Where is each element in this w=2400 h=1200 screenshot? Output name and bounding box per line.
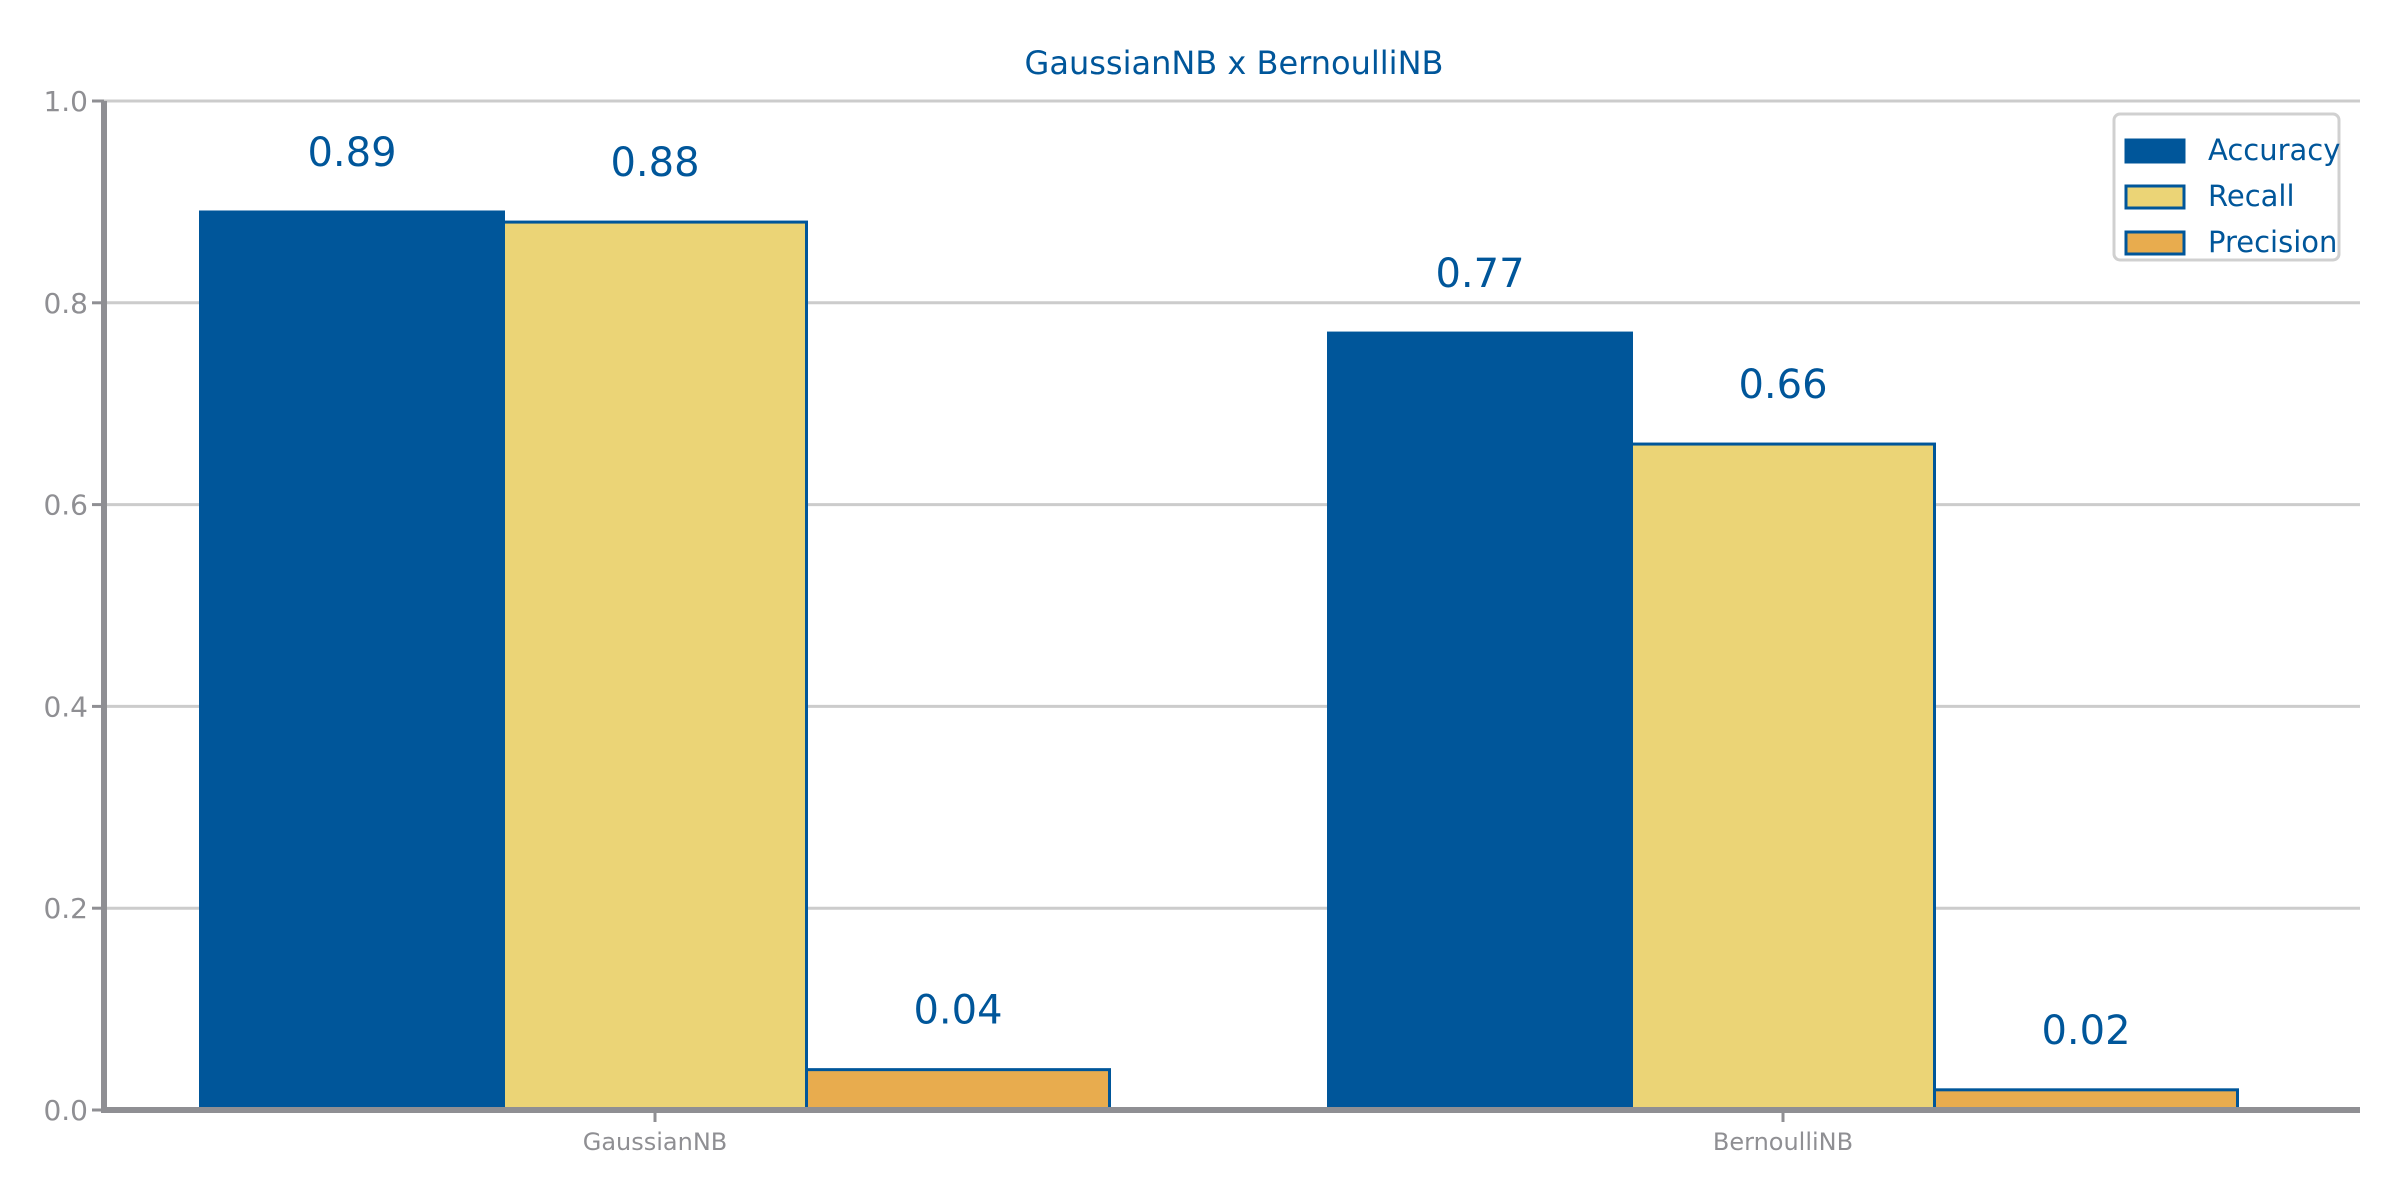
y-tick-label: 0.8 <box>43 287 88 320</box>
data-label: 0.89 <box>307 130 396 176</box>
bar-accuracy-bernoullinb <box>1327 331 1633 1112</box>
bars <box>199 210 2239 1112</box>
y-tick-label: 1.0 <box>43 85 88 118</box>
x-tick-label: GaussianNB <box>583 1128 728 1156</box>
legend-swatch-precision <box>2124 230 2186 256</box>
y-tick-label: 0.4 <box>43 690 88 723</box>
data-label: 0.02 <box>2041 1008 2130 1054</box>
x-tick-label: BernoulliNB <box>1713 1128 1853 1156</box>
bar-recall-gaussiannb <box>502 220 808 1112</box>
y-tick-label: 0.2 <box>43 892 88 925</box>
data-labels: 0.89 0.88 0.04 0.77 0.66 0.02 <box>307 130 2130 1054</box>
data-label: 0.66 <box>1738 362 1827 408</box>
legend-swatch-recall <box>2124 184 2186 210</box>
legend-label-recall: Recall <box>2208 179 2295 213</box>
legend-swatch-accuracy <box>2124 138 2186 164</box>
legend-label-precision: Precision <box>2208 225 2337 259</box>
legend-label-accuracy: Accuracy <box>2208 133 2340 167</box>
y-tick-label: 0.0 <box>43 1094 88 1127</box>
legend: Accuracy Recall Precision <box>2112 112 2341 262</box>
bar-accuracy-gaussiannb <box>199 210 505 1112</box>
bar-recall-bernoullinb <box>1630 442 1936 1112</box>
y-tick-label: 0.6 <box>43 489 88 522</box>
chart-title: GaussianNB x BernoulliNB <box>1025 44 1444 82</box>
bar-precision-bernoullinb <box>1933 1088 2239 1112</box>
data-label: 0.88 <box>610 140 699 186</box>
data-label: 0.77 <box>1435 251 1524 297</box>
data-label: 0.04 <box>913 988 1002 1034</box>
axes: 0.0 0.2 0.4 0.6 0.8 1.0 GaussianNB BernoulliNB <box>43 85 2360 1156</box>
bar-precision-gaussiannb <box>805 1068 1111 1112</box>
